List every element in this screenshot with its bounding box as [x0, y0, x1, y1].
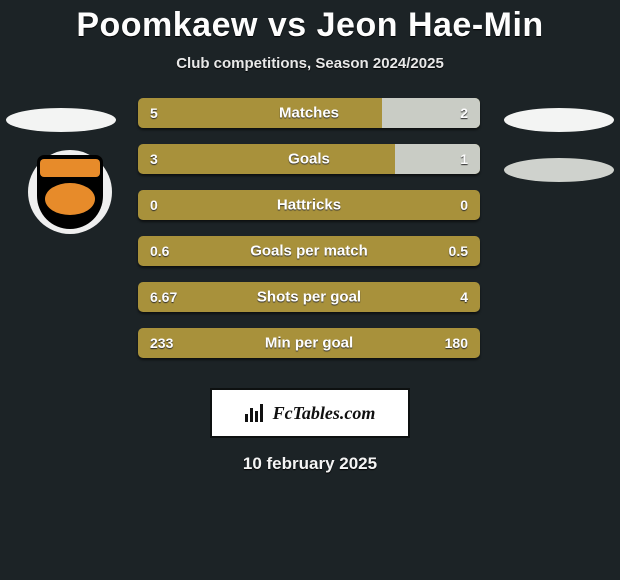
source-badge-text: FcTables.com	[273, 403, 376, 424]
stat-row: 0.6 0.5Goals per match	[138, 236, 480, 266]
stat-left-value: 3	[150, 151, 158, 167]
left-team-mark-1	[6, 108, 116, 132]
stat-left-value: 233	[150, 335, 173, 351]
comparison-panel: 52Matches31Goals00Hattricks0.60.5Goals p…	[0, 98, 620, 378]
stat-label: Hattricks	[138, 197, 480, 214]
date-text: 10 february 2025	[0, 454, 620, 474]
stat-left-value: 6.67	[150, 289, 177, 305]
stat-label: Goals per match	[138, 243, 480, 260]
stat-label: Min per goal	[138, 335, 480, 352]
shield-icon	[37, 155, 103, 229]
stat-right-value: 2	[460, 105, 468, 121]
stat-right-value: 0	[460, 197, 468, 213]
stat-left-value: 0.6	[150, 243, 169, 259]
stat-row: 0 0Hattricks	[138, 190, 480, 220]
stat-right-value: 4	[460, 289, 468, 305]
stat-right-value: 0.5	[449, 243, 468, 259]
stat-left-value: 0	[150, 197, 158, 213]
stat-bars: 52Matches31Goals00Hattricks0.60.5Goals p…	[138, 98, 480, 374]
stat-left-value: 5	[150, 105, 158, 121]
stat-right-value: 1	[460, 151, 468, 167]
source-badge: FcTables.com	[210, 388, 410, 438]
stat-right-value: 180	[445, 335, 468, 351]
stat-label: Shots per goal	[138, 289, 480, 306]
bar-chart-icon	[245, 404, 267, 422]
stat-row: 6.67 4Shots per goal	[138, 282, 480, 312]
stat-row: 52Matches	[138, 98, 480, 128]
stat-row: 31Goals	[138, 144, 480, 174]
page-subtitle: Club competitions, Season 2024/2025	[0, 55, 620, 72]
stat-row: 233 180Min per goal	[138, 328, 480, 358]
right-team-mark-1	[504, 108, 614, 132]
page-title: Poomkaew vs Jeon Hae-Min	[0, 0, 620, 45]
right-team-mark-2	[504, 158, 614, 182]
left-team-crest	[28, 150, 112, 234]
